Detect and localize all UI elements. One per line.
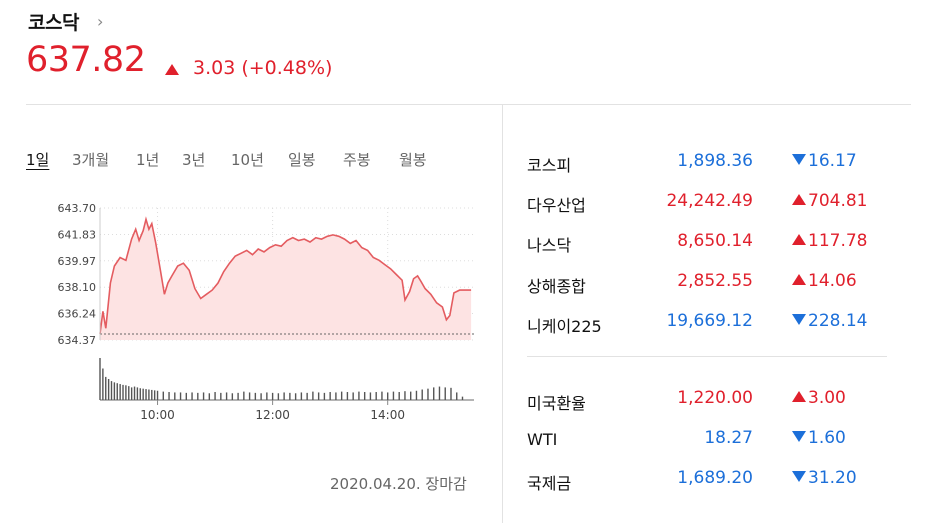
fx-change-value: 1.60 <box>808 428 846 448</box>
current-price: 637.82 <box>26 40 146 80</box>
up-triangle-icon <box>792 391 806 402</box>
market-value: 1,898.36 <box>677 151 753 171</box>
intraday-chart: 643.70 641.83 639.97 638.10 636.24 634.37 10:0… <box>58 202 474 422</box>
fx-change: 1.60 <box>792 428 846 448</box>
market-change: 117.78 <box>792 231 867 251</box>
tab-weekly[interactable]: 주봉 <box>343 151 371 169</box>
up-triangle-icon <box>165 64 179 75</box>
fx-value: 1,689.20 <box>677 468 753 488</box>
market-name[interactable]: 다우산업 <box>527 196 586 215</box>
y-tick-label: 639.97 <box>58 255 97 268</box>
price-change: 3.03 (+0.48%) <box>193 57 333 79</box>
fx-change-value: 31.20 <box>808 468 857 488</box>
down-triangle-icon <box>792 471 806 482</box>
fx-name[interactable]: 미국환율 <box>527 394 586 413</box>
market-value: 2,852.55 <box>677 271 753 291</box>
market-name[interactable]: 코스피 <box>527 156 572 175</box>
tab-3years[interactable]: 3년 <box>182 151 206 169</box>
chevron-right-icon[interactable]: › <box>97 12 104 31</box>
y-tick-label: 636.24 <box>58 308 97 321</box>
market-name[interactable]: 상해종합 <box>527 277 586 296</box>
down-triangle-icon <box>792 314 806 325</box>
y-tick-label: 638.10 <box>58 281 97 294</box>
tab-3months[interactable]: 3개월 <box>72 151 110 169</box>
market-change: 16.17 <box>792 151 857 171</box>
market-value: 8,650.14 <box>677 231 753 251</box>
fx-change-value: 3.00 <box>808 388 846 408</box>
fx-name[interactable]: WTI <box>527 430 558 449</box>
down-triangle-icon <box>792 431 806 442</box>
market-value: 24,242.49 <box>666 191 753 211</box>
up-triangle-icon <box>792 194 806 205</box>
market-change-value: 16.17 <box>808 151 857 171</box>
fx-change: 31.20 <box>792 468 857 488</box>
fx-value: 1,220.00 <box>677 388 753 408</box>
tab-1day[interactable]: 1일 <box>26 151 50 169</box>
y-tick-label: 634.37 <box>58 334 97 347</box>
market-change-value: 228.14 <box>808 311 868 331</box>
market-name[interactable]: 니케이225 <box>527 317 602 336</box>
y-tick-label: 641.83 <box>58 228 97 241</box>
market-value: 19,669.12 <box>666 311 753 331</box>
tab-daily[interactable]: 일봉 <box>288 151 316 169</box>
market-name[interactable]: 나스닥 <box>527 236 572 255</box>
tab-1year[interactable]: 1년 <box>136 151 160 169</box>
market-change: 14.06 <box>792 271 857 291</box>
market-change-value: 117.78 <box>808 231 868 251</box>
fx-change: 3.00 <box>792 388 846 408</box>
price-area <box>100 219 472 340</box>
fx-value: 18.27 <box>704 428 753 448</box>
price-line <box>99 216 472 335</box>
market-change: 704.81 <box>792 191 867 211</box>
index-title-link[interactable]: 코스닥 <box>28 12 79 34</box>
down-triangle-icon <box>792 154 806 165</box>
up-triangle-icon <box>792 234 806 245</box>
divider <box>26 104 911 105</box>
fx-name[interactable]: 국제금 <box>527 474 572 493</box>
vertical-divider <box>502 105 503 523</box>
market-close-date: 2020.04.20. 장마감 <box>330 475 467 493</box>
market-change-value: 14.06 <box>808 271 857 291</box>
y-tick-label: 643.70 <box>58 202 97 215</box>
market-change-value: 704.81 <box>808 191 868 211</box>
x-tick-label: 10:00 <box>140 408 175 422</box>
tab-10years[interactable]: 10년 <box>231 151 264 169</box>
divider <box>527 356 887 357</box>
x-tick-label: 14:00 <box>370 408 405 422</box>
tab-monthly[interactable]: 월봉 <box>399 151 427 169</box>
market-change: 228.14 <box>792 311 867 331</box>
up-triangle-icon <box>792 274 806 285</box>
x-tick-label: 12:00 <box>255 408 290 422</box>
